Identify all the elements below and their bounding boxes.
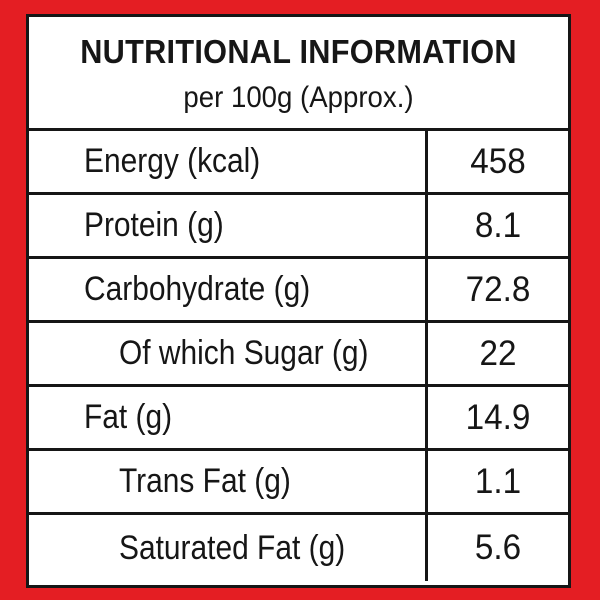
nutrient-value: 72.8 <box>465 269 531 309</box>
column-divider <box>425 259 428 320</box>
nutrient-label: Of which Sugar (g) <box>119 334 369 372</box>
nutrient-value: 5.6 <box>474 528 522 567</box>
nutrient-label: Trans Fat (g) <box>119 462 291 500</box>
column-divider <box>425 515 428 581</box>
nutrient-rows: Energy (kcal) 458 Protein (g) 8.1 Carboh… <box>29 131 568 581</box>
nutrition-table: NUTRITIONAL INFORMATION per 100g (Approx… <box>26 14 571 588</box>
column-divider <box>425 131 428 192</box>
nutrient-value: 14.9 <box>465 397 531 437</box>
row-sugar: Of which Sugar (g) 22 <box>29 323 568 387</box>
row-trans-fat: Trans Fat (g) 1.1 <box>29 451 568 515</box>
nutrient-value: 1.1 <box>474 461 522 501</box>
nutrient-label: Energy (kcal) <box>84 142 261 180</box>
row-saturated-fat: Saturated Fat (g) 5.6 <box>29 515 568 581</box>
nutrient-label: Fat (g) <box>84 398 173 436</box>
column-divider <box>425 323 428 384</box>
table-title: NUTRITIONAL INFORMATION <box>80 33 517 70</box>
nutrient-value: 22 <box>479 333 517 373</box>
row-carbohydrate: Carbohydrate (g) 72.8 <box>29 259 568 323</box>
nutrient-label: Protein (g) <box>84 206 224 244</box>
row-fat: Fat (g) 14.9 <box>29 387 568 451</box>
row-protein: Protein (g) 8.1 <box>29 195 568 259</box>
nutrient-label: Carbohydrate (g) <box>84 270 311 308</box>
nutrient-value: 458 <box>470 141 526 181</box>
column-divider <box>425 387 428 448</box>
row-energy: Energy (kcal) 458 <box>29 131 568 195</box>
table-subtitle: per 100g (Approx.) <box>183 81 414 114</box>
nutrient-value: 8.1 <box>474 205 522 245</box>
column-divider <box>425 451 428 512</box>
column-divider <box>425 195 428 256</box>
nutrient-label: Saturated Fat (g) <box>119 528 346 567</box>
table-header: NUTRITIONAL INFORMATION per 100g (Approx… <box>29 17 568 131</box>
